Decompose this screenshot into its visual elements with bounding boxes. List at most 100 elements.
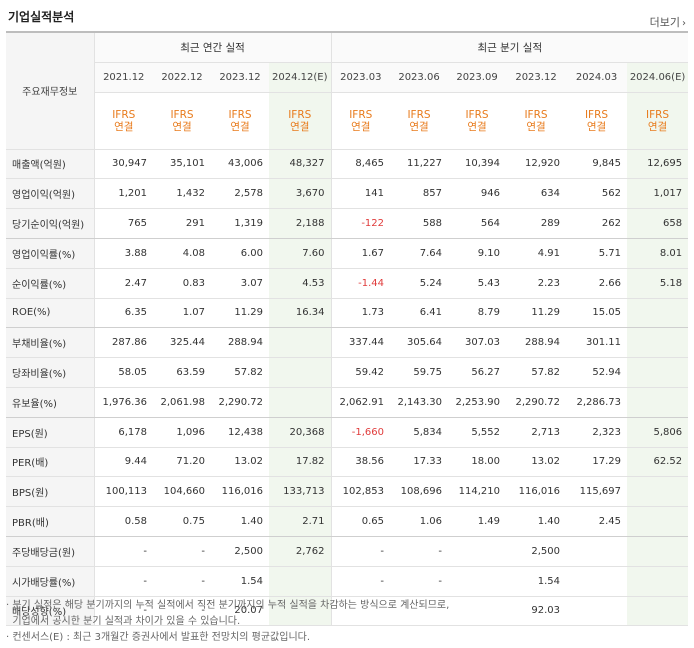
ifrs-line2: 연결 (114, 120, 134, 133)
table-cell: 857 (390, 178, 449, 210)
period-header: 2023.03 (330, 62, 391, 93)
row-label: 당좌비율(%) (6, 357, 95, 388)
table-cell: 141 (330, 178, 391, 210)
table-row: PBR(배) 0.58 0.75 1.40 2.71 0.65 1.06 1.49 1.40 2.… (6, 506, 689, 537)
quarter-header: 최근 분기 실적 (330, 33, 689, 63)
table-cell: 57.82 (211, 357, 269, 388)
table-cell: 291 (153, 208, 211, 239)
table-cell: 1.40 (506, 506, 567, 537)
period-header: 2024.03 (566, 62, 628, 93)
table-cell: 2,061.98 (153, 387, 211, 418)
table-cell: 133,713 (269, 476, 332, 508)
table-cell: 116,016 (211, 476, 269, 508)
footnote-2: 기업에서 공시한 분기 실적과 차이가 있을 수 있습니다. (6, 616, 241, 627)
table-cell: 8.01 (627, 238, 689, 269)
table-cell (627, 596, 689, 627)
row-label: 영업이익률(%) (6, 238, 95, 269)
table-cell: 62.52 (627, 447, 689, 478)
table-cell: 2.47 (94, 268, 153, 299)
more-label: 더보기 (649, 16, 680, 29)
table-cell: 11,227 (390, 149, 449, 180)
ifrs-line1: IFRS (465, 108, 489, 121)
table-cell: 114,210 (448, 476, 507, 508)
period-header: 2024.06(E) (627, 62, 689, 93)
table-cell (269, 357, 332, 388)
table-cell: 9.44 (94, 447, 153, 478)
table-cell: 2,286.73 (566, 387, 628, 418)
table-cell: 0.75 (153, 506, 211, 537)
table-row: 영업이익(억원) 1,201 1,432 2,578 3,670 141 857 946 634… (6, 178, 689, 210)
table-cell (269, 327, 332, 359)
table-cell: 2,188 (269, 208, 332, 239)
table-cell: 71.20 (153, 447, 211, 478)
table-cell: 2,323 (566, 417, 628, 448)
table-cell (627, 566, 689, 597)
table-cell: 562 (566, 178, 628, 210)
period-header: 2023.12 (211, 62, 269, 93)
table-cell (627, 357, 689, 388)
table-body: 매출액(억원) 30,947 35,101 43,006 48,327 8,465 11,2… (6, 149, 689, 627)
period-header: 2023.09 (448, 62, 507, 93)
table-cell (448, 536, 507, 567)
table-cell: 48,327 (269, 149, 332, 180)
table-cell: 1.73 (330, 298, 391, 329)
ifrs-line1: IFRS (349, 108, 373, 121)
table-cell: 5.43 (448, 268, 507, 299)
table-cell (627, 506, 689, 537)
ifrs-label: IFRS 연결 (506, 92, 567, 150)
chevron-right-icon: › (682, 18, 686, 29)
ifrs-line1: IFRS (228, 108, 252, 121)
table-cell: - (330, 566, 391, 597)
table-row: 시가배당률(%) - -1.54- -1.54 (6, 566, 689, 597)
table-cell: 6.00 (211, 238, 269, 269)
table-row: 부채비율(%) 287.86 325.44 288.94 337.44 305.64 307… (6, 327, 689, 359)
table-cell: - (330, 536, 391, 567)
table-cell: 104,660 (153, 476, 211, 508)
ifrs-line2: 연결 (647, 120, 668, 133)
row-label: 당기순이익(억원) (6, 208, 95, 239)
table-row: 순이익률(%) 2.47 0.83 3.07 4.53 -1.44 5.24 5.43 2.23… (6, 268, 689, 299)
table-row: 매출액(억원) 30,947 35,101 43,006 48,327 8,465 11,2… (6, 149, 689, 180)
table-cell: 17.29 (566, 447, 628, 478)
table-cell: 3.88 (94, 238, 153, 269)
table-cell: 288.94 (211, 327, 269, 359)
table-cell: 92.03 (506, 596, 567, 627)
ifrs-line1: IFRS (524, 108, 548, 121)
row-label: ROE(%) (6, 298, 95, 329)
table-cell: 1.67 (330, 238, 391, 269)
table-cell (627, 536, 689, 567)
table-cell (448, 566, 507, 597)
ifrs-label: IFRS 연결 (566, 92, 628, 150)
table-cell: 288.94 (506, 327, 567, 359)
ifrs-line2: 연결 (586, 120, 607, 133)
period-header: 2022.12 (153, 62, 211, 93)
table-cell: 43,006 (211, 149, 269, 180)
row-label: 순이익률(%) (6, 268, 95, 299)
table-row: 당좌비율(%) 58.05 63.59 57.82 59.42 59.75 56.27 57.… (6, 357, 689, 388)
table-cell: 2,500 (506, 536, 567, 567)
table-cell: 18.00 (448, 447, 507, 478)
table-cell: 56.27 (448, 357, 507, 388)
table-cell: 9,845 (566, 149, 628, 180)
table-cell: 0.83 (153, 268, 211, 299)
row-label: PER(배) (6, 447, 95, 478)
table-row: 당기순이익(억원) 765 291 1,319 2,188 -122 588 564 289 26… (6, 208, 689, 239)
period-header: 2024.12(E) (269, 62, 332, 93)
table-cell: 12,920 (506, 149, 567, 180)
table-cell: 4.53 (269, 268, 332, 299)
ifrs-label: IFRS 연결 (330, 92, 391, 150)
table-cell (448, 596, 507, 627)
row-label: 유보율(%) (6, 387, 95, 418)
table-cell: 1.40 (211, 506, 269, 537)
ifrs-label: IFRS 연결 (390, 92, 449, 150)
footnote-3-text: · 컨센서스(E) : 최근 3개월간 증권사에서 발표한 전망치의 평균값입니… (6, 632, 311, 643)
table-row: 영업이익률(%) 3.88 4.08 6.00 7.60 1.67 7.64 9.10 4.91… (6, 238, 689, 269)
table-cell (269, 596, 332, 627)
table-cell: - (153, 566, 211, 597)
table-cell (627, 387, 689, 418)
more-link[interactable]: 더보기 › (650, 14, 686, 30)
ifrs-line2: 연결 (230, 120, 250, 133)
table-cell: 1,432 (153, 178, 211, 210)
row-label: 시가배당률(%) (6, 566, 95, 597)
row-label: 배당성향(%) (6, 596, 95, 627)
